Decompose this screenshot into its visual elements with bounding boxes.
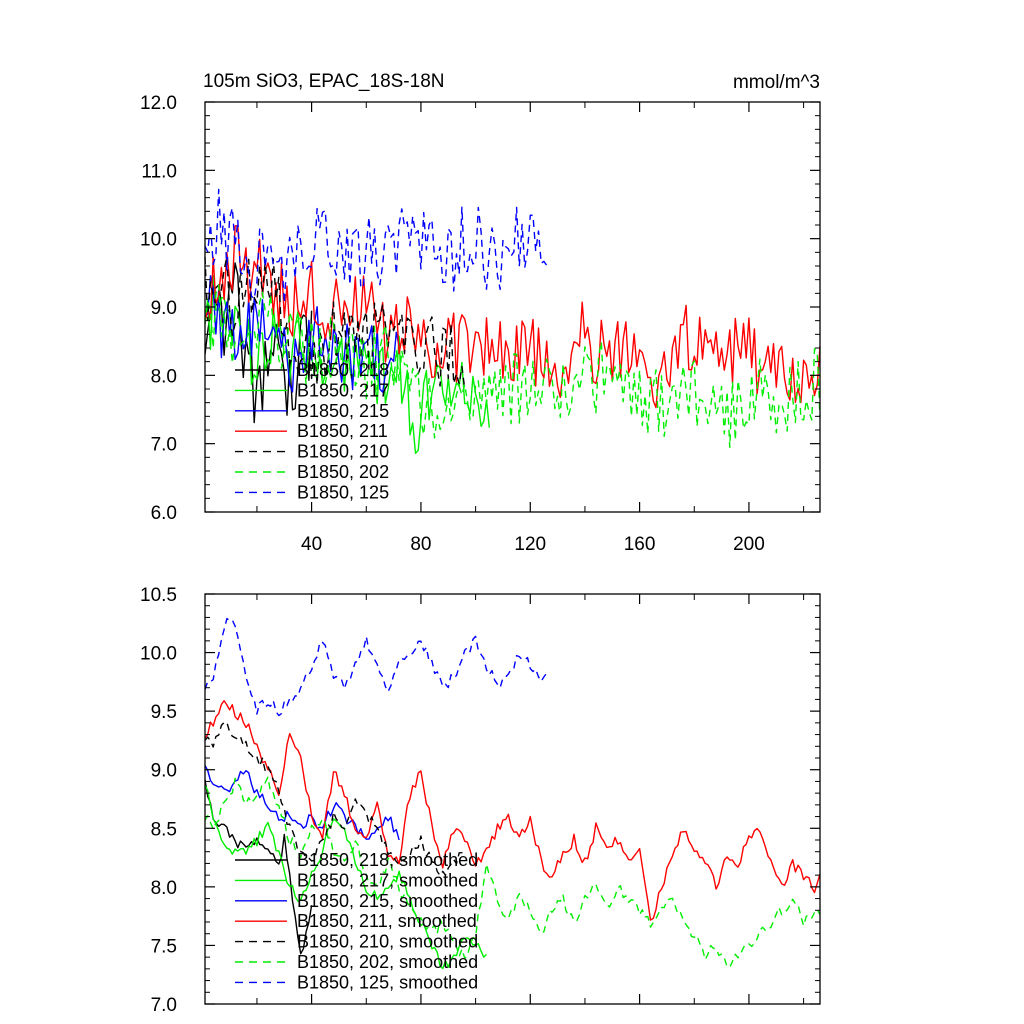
y-tick-label: 10.0 [140, 644, 177, 665]
series-layer-top [204, 188, 821, 454]
legend-label: B1850, 125, smoothed [297, 972, 478, 992]
legend-label: B1850, 211 [297, 421, 388, 441]
plot-frame-bottom [204, 593, 821, 1005]
y-tick-label: 7.0 [151, 995, 177, 1016]
chart-panel-top: 105m SiO3, EPAC_18S-18N mmol/m^3 B1850, … [140, 71, 821, 555]
series-line [204, 784, 488, 970]
x-tick-label: 40 [301, 534, 322, 555]
x-tick-label: 120 [514, 534, 546, 555]
y-tick-label: 12.0 [140, 93, 177, 114]
x-tick-label: 200 [733, 534, 765, 555]
y-tick-label: 8.5 [151, 819, 177, 840]
series-line [204, 721, 465, 877]
legend-label: B1850, 217 [297, 380, 389, 400]
series-layer-bottom [204, 617, 821, 970]
units-label: mmol/m^3 [733, 72, 820, 93]
series-line [204, 274, 490, 454]
x-tick-label: 160 [624, 534, 656, 555]
y-tick-label: 7.5 [151, 936, 177, 957]
series-line [204, 776, 821, 968]
y-tick-label: 9.5 [151, 702, 177, 723]
legend-label: B1850, 125 [297, 482, 389, 502]
series-line [204, 284, 821, 449]
legend-label: B1850, 202 [297, 462, 389, 482]
series-line [204, 765, 400, 841]
legend-label: B1850, 215, smoothed [297, 891, 478, 911]
ticks-top: 6.0 7.0 8.0 9.0 10.0 11.0 12.0 40 80 120 160 200 [140, 93, 820, 555]
legend-label: B1850, 211, smoothed [297, 911, 477, 931]
plot-frame-top [204, 101, 821, 513]
y-tick-label: 9.0 [151, 298, 177, 319]
y-tick-label: 11.0 [141, 161, 177, 182]
legend-label: B1850, 217, smoothed [297, 870, 478, 890]
y-tick-label: 6.0 [151, 503, 177, 524]
ticks-bottom: 7.0 7.5 8.0 8.5 9.0 9.5 10.0 10.5 [140, 585, 820, 1016]
y-tick-label: 10.0 [140, 230, 177, 251]
legend-label: B1850, 210, smoothed [297, 932, 478, 952]
y-tick-label: 10.5 [140, 585, 177, 606]
series-line [204, 188, 548, 304]
series-line [204, 617, 548, 717]
legend-label: B1850, 202, smoothed [297, 952, 478, 972]
y-tick-label: 7.0 [151, 435, 177, 456]
x-tick-label: 80 [410, 534, 431, 555]
legend-label: B1850, 218, smoothed [297, 850, 478, 870]
y-tick-label: 8.0 [151, 366, 177, 387]
y-tick-label: 8.0 [151, 878, 177, 899]
series-line [204, 700, 821, 921]
series-line [204, 224, 821, 409]
series-line [204, 275, 400, 393]
legend-label: B1850, 210 [297, 442, 389, 462]
y-tick-label: 9.0 [151, 761, 177, 782]
chart-title: 105m SiO3, EPAC_18S-18N [203, 71, 445, 92]
legend-label: B1850, 215 [297, 401, 389, 421]
series-line [204, 779, 313, 955]
legend-label: B1850, 218 [297, 360, 389, 380]
